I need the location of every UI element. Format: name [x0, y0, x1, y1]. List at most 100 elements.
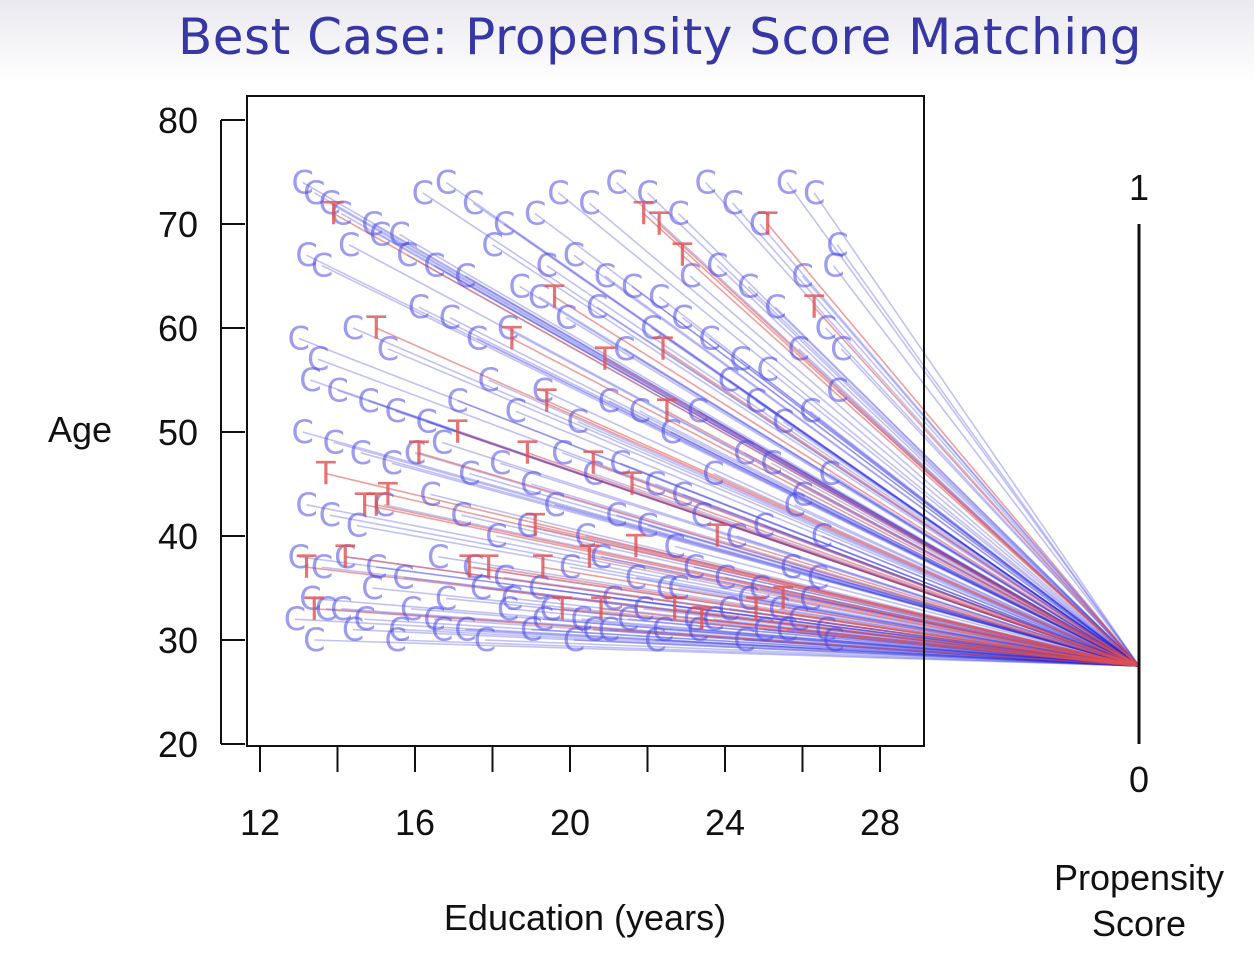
x-tick-label: 20	[550, 802, 590, 843]
treated-point: T	[551, 590, 572, 628]
control-point: C	[764, 288, 786, 326]
control-point: C	[330, 195, 352, 233]
control-point: C	[780, 548, 802, 586]
control-point: C	[598, 611, 620, 649]
control-point: C	[578, 184, 600, 222]
control-point: C	[415, 403, 437, 441]
control-point: C	[563, 236, 585, 274]
control-point: C	[582, 455, 604, 493]
title-band	[0, 0, 1254, 82]
control-match-line	[542, 618, 1140, 667]
control-point: C	[667, 569, 689, 607]
control-point: C	[497, 590, 519, 628]
treated-point: T	[706, 517, 727, 555]
control-point: C	[384, 621, 406, 659]
propensity-axis-title: Propensity Score	[1054, 857, 1224, 944]
control-match-line	[655, 639, 1140, 667]
control-match-line	[565, 316, 1140, 667]
control-match-line	[399, 233, 1140, 667]
treated-point: T	[447, 413, 468, 451]
y-axis-title: Age	[48, 409, 112, 450]
control-point: C	[357, 382, 379, 420]
treated-point: T	[772, 579, 793, 617]
control-point: C	[381, 444, 403, 482]
control-match-line	[352, 628, 1140, 667]
control-match-line	[298, 556, 1140, 667]
control-match-line	[352, 327, 1140, 667]
control-match-line	[484, 639, 1140, 667]
control-point: C	[601, 579, 623, 617]
control-match-line	[503, 223, 1140, 667]
control-point: C	[508, 267, 530, 305]
control-match-line	[747, 285, 1140, 667]
control-point: C	[830, 330, 852, 368]
control-match-line	[573, 639, 1140, 667]
treated-point: T	[582, 444, 603, 482]
control-point: C	[753, 507, 775, 545]
control-point: C	[435, 163, 457, 201]
control-point: C	[520, 611, 542, 649]
treated-point: T	[478, 548, 499, 586]
control-point: C	[350, 434, 372, 472]
treated-point: T	[536, 382, 557, 420]
control-point: C	[563, 621, 585, 659]
treated-match-line	[755, 608, 1140, 667]
control-match-line	[604, 275, 1140, 667]
control-match-line	[449, 316, 1140, 667]
treated-match-line	[546, 400, 1140, 667]
control-point: C	[291, 163, 313, 201]
control-point: C	[450, 496, 472, 534]
treated-match-line	[681, 254, 1140, 667]
control-point: C	[776, 611, 798, 649]
control-point: C	[753, 611, 775, 649]
control-match-line	[832, 265, 1140, 667]
control-point: C	[334, 538, 356, 576]
x-axis-title: Education (years)	[444, 897, 726, 938]
treated-point: T	[664, 590, 685, 628]
treated-point: T	[803, 288, 824, 326]
control-point: C	[594, 257, 616, 295]
control-match-line	[442, 628, 1140, 667]
control-point: C	[470, 569, 492, 607]
control-match-line	[302, 431, 1140, 667]
treated-match-line	[345, 556, 1140, 667]
control-point: C	[671, 299, 693, 337]
control-point: C	[466, 319, 488, 357]
control-point: C	[729, 340, 751, 378]
control-point: C	[365, 548, 387, 586]
control-point: C	[446, 382, 468, 420]
control-point: C	[698, 319, 720, 357]
control-match-line	[418, 306, 1140, 667]
control-point: C	[632, 590, 654, 628]
control-point: C	[667, 195, 689, 233]
control-point: C	[768, 590, 790, 628]
control-point: C	[458, 455, 480, 493]
x-tick-label: 24	[705, 802, 745, 843]
control-match-line	[298, 337, 1140, 667]
control-point: C	[799, 392, 821, 430]
control-point: C	[702, 600, 724, 638]
control-match-line	[445, 181, 1140, 667]
control-point: C	[799, 579, 821, 617]
x-tick-label: 12	[240, 802, 280, 843]
control-point: C	[644, 465, 666, 503]
control-match-line	[774, 306, 1140, 667]
control-point: C	[454, 257, 476, 295]
control-point: C	[303, 621, 325, 659]
control-match-line	[534, 212, 1140, 667]
control-match-line	[360, 452, 1140, 667]
control-point: C	[787, 330, 809, 368]
control-point: C	[481, 226, 503, 264]
control-point: C	[299, 361, 321, 399]
control-point: C	[291, 413, 313, 451]
slide-title: Best Case: Propensity Score Matching	[177, 8, 1143, 66]
treated-match-line	[527, 452, 1140, 667]
control-point: C	[400, 590, 422, 628]
x-tick-label: 16	[395, 802, 435, 843]
control-point: C	[714, 559, 736, 597]
treated-match-line	[542, 566, 1140, 667]
control-point: C	[749, 205, 771, 243]
treated-match-line	[511, 337, 1140, 667]
